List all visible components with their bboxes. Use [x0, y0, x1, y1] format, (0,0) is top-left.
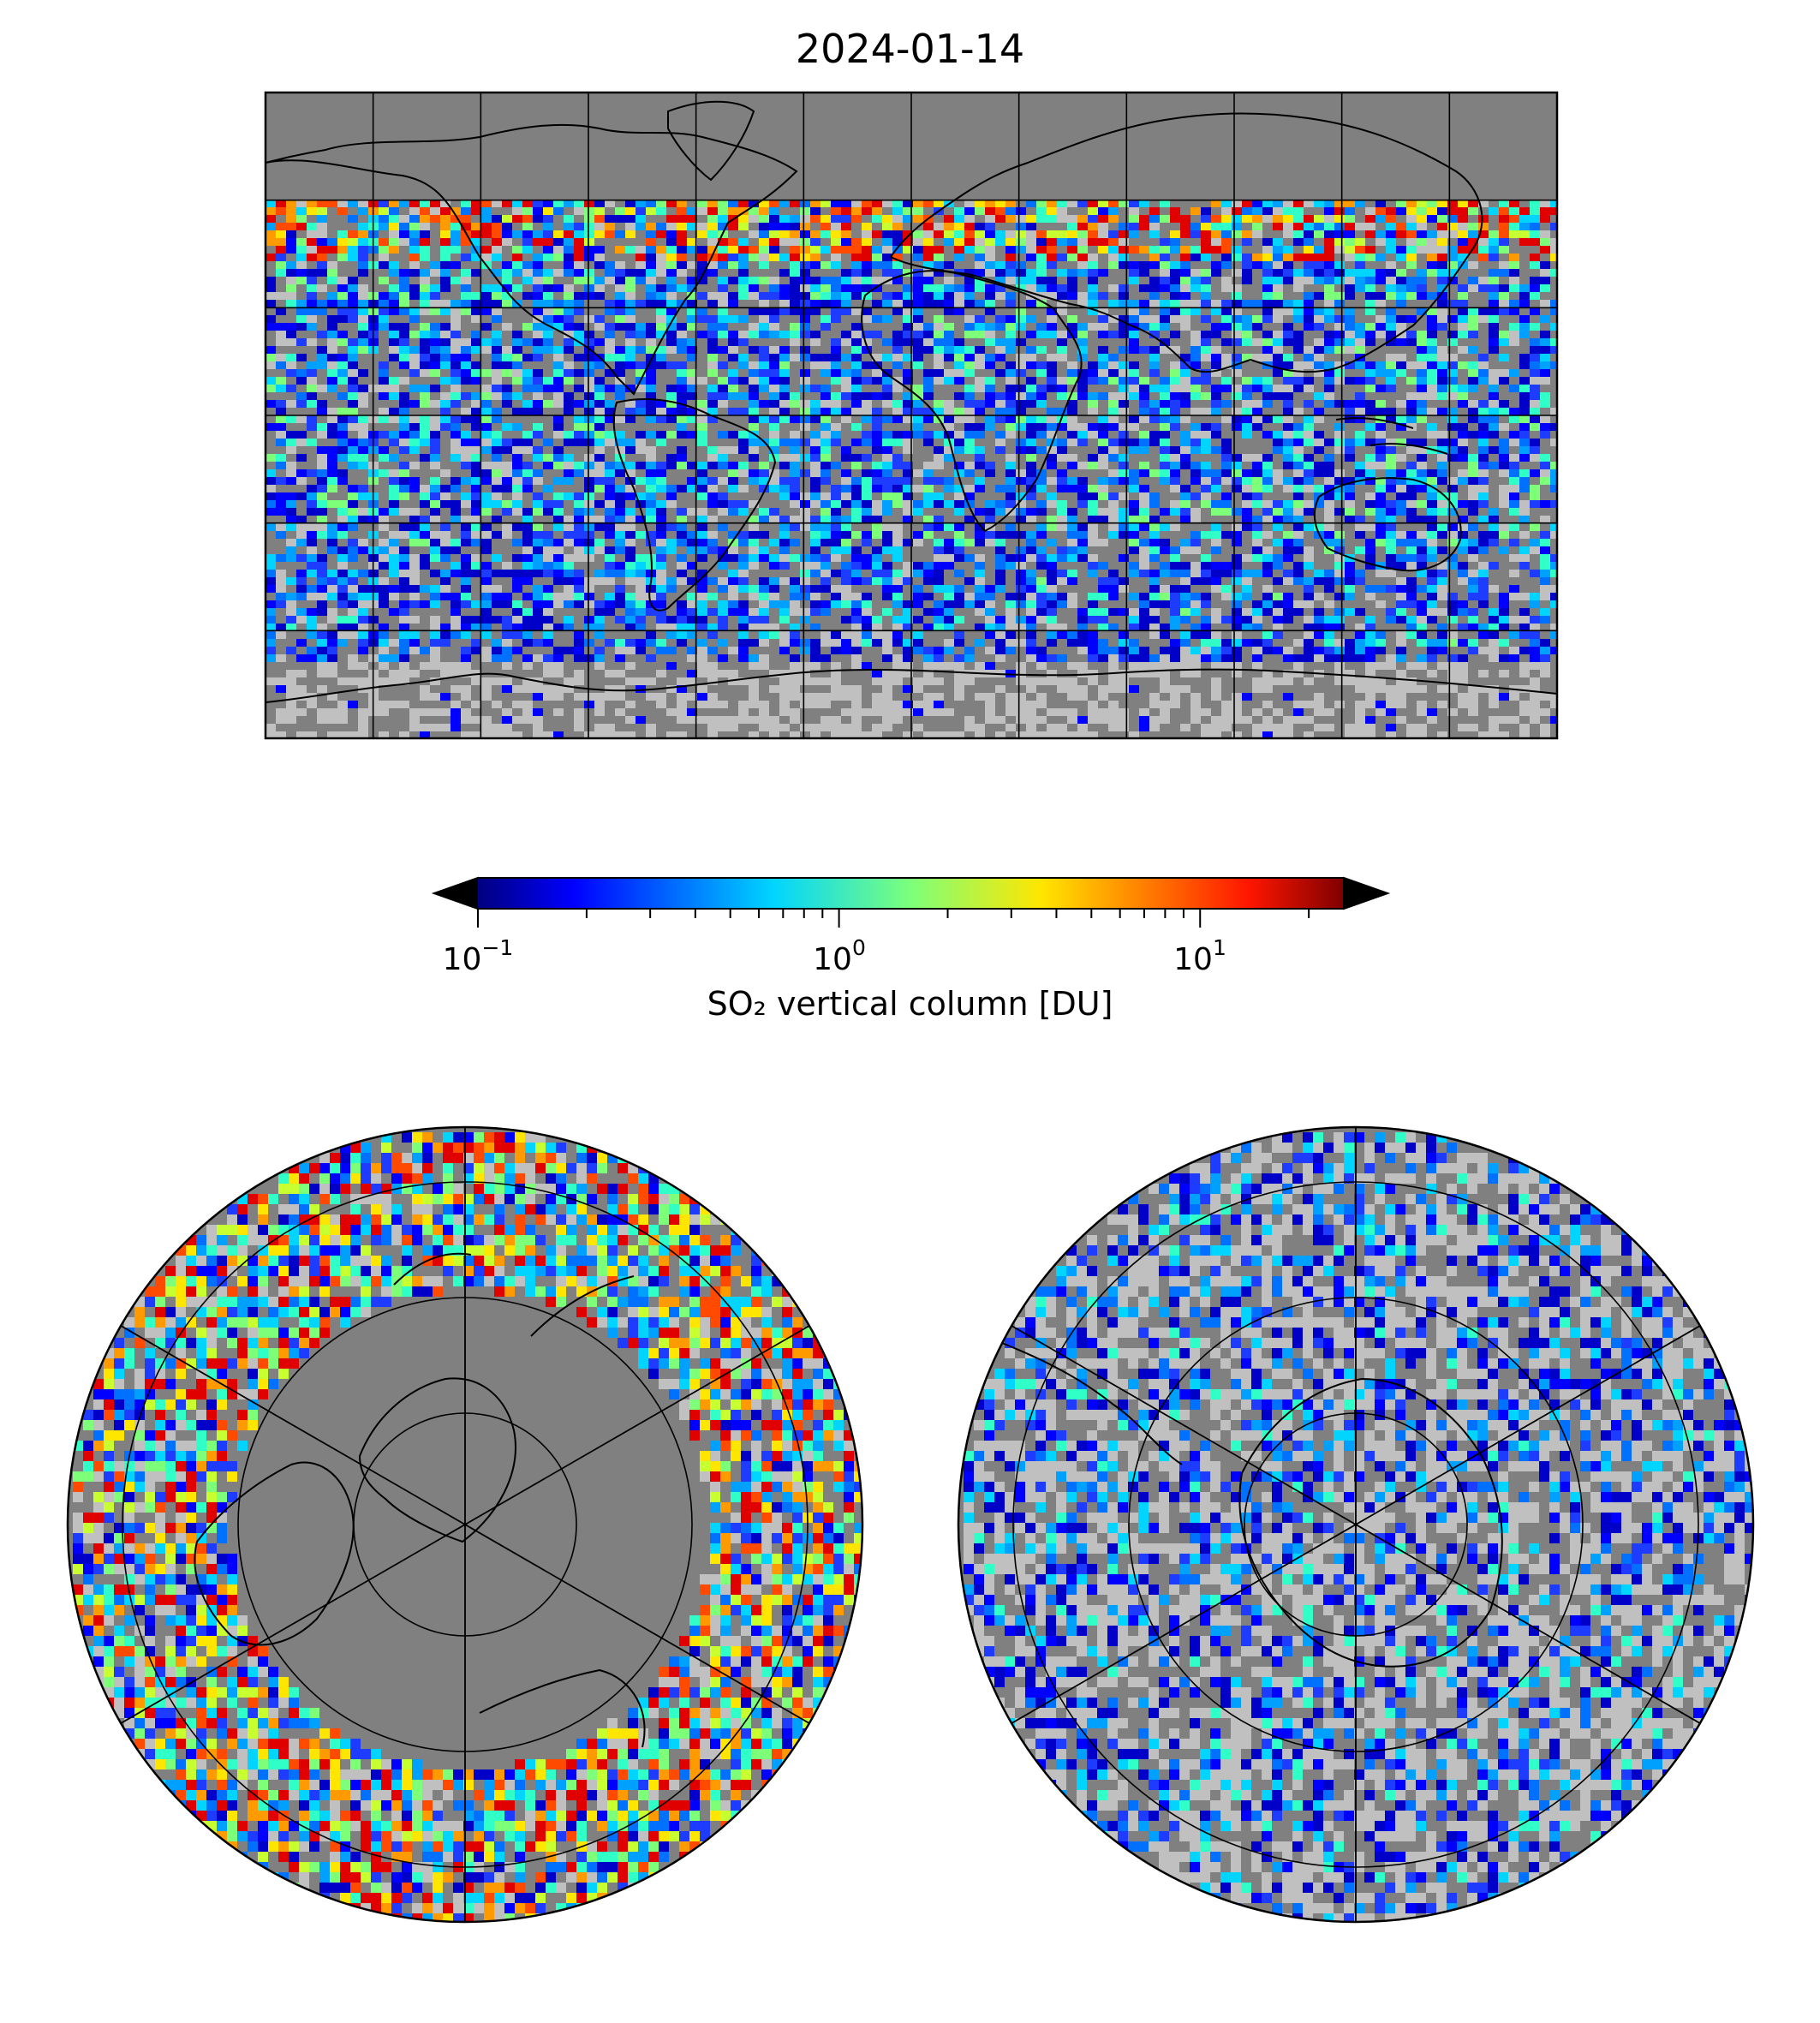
coast-canada-north [194, 1461, 355, 1646]
north-polar-map [66, 1125, 864, 1924]
colorbar-tick-label-2: 101 [1173, 935, 1226, 977]
south-polar-map [957, 1125, 1755, 1924]
global-coastlines [266, 100, 1557, 703]
south-gridlines [1006, 1127, 1705, 1922]
colorbar-ticks [477, 909, 1310, 928]
colorbar-label: SO₂ vertical column [DU] [707, 985, 1113, 1023]
global-map [264, 91, 1559, 740]
colorbar-tick-label-1: 100 [813, 935, 866, 977]
global-gridlines [266, 92, 1557, 738]
north-gridlines [116, 1127, 815, 1922]
south-map-frame [957, 1125, 1755, 1924]
global-map-frame [264, 91, 1559, 740]
coast-greenland-north [358, 1377, 516, 1543]
coast-greenland [667, 100, 755, 182]
coast-australia [1313, 477, 1462, 572]
colorbar-under-extension [431, 876, 479, 910]
north-coastlines [194, 1252, 646, 1748]
colorbar-tick-label-0: 10−1 [442, 935, 514, 977]
figure-title: 2024-01-14 [795, 26, 1025, 72]
coast-indonesia [1335, 417, 1448, 455]
coast-antarctica [266, 668, 1557, 703]
coast-north-america [266, 123, 798, 396]
coast-south-america [612, 397, 777, 612]
coast-south-america-tip [984, 1335, 1183, 1465]
north-so2-pixels [73, 1132, 862, 1922]
coast-eurasia [889, 112, 1483, 373]
global-so2-pixels [266, 200, 1557, 738]
colorbar-over-extension [1343, 876, 1391, 910]
coast-eurasia-north [393, 1252, 646, 1748]
coast-africa [861, 270, 1083, 533]
colorbar-gradient [478, 878, 1344, 909]
north-map-frame [66, 1125, 864, 1924]
colorbar [431, 876, 1391, 928]
colorbar-outline [431, 877, 1391, 910]
